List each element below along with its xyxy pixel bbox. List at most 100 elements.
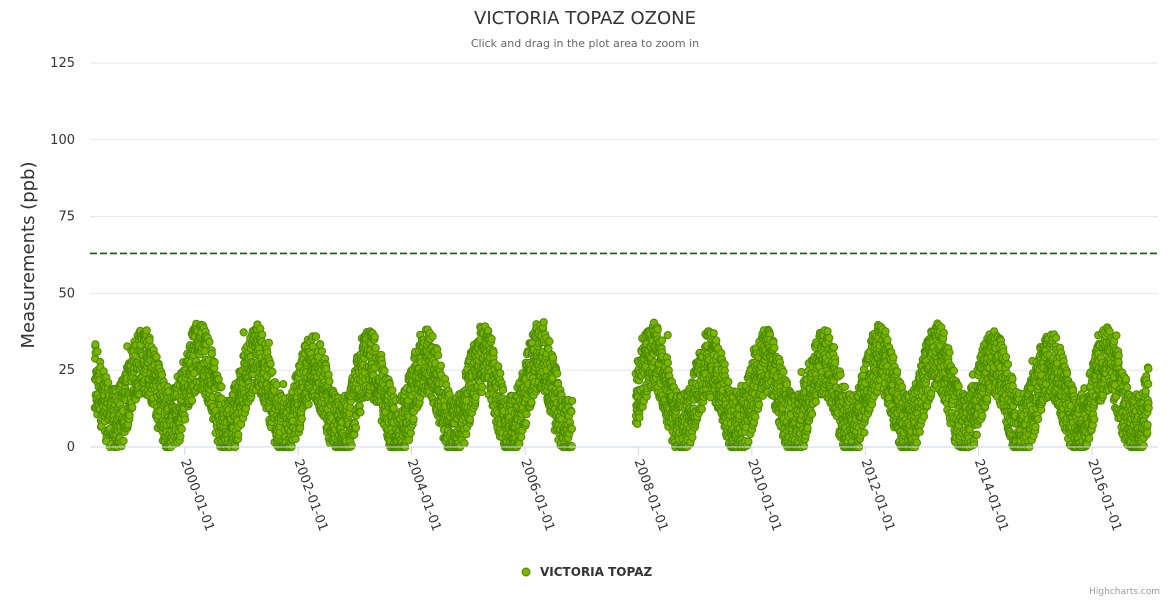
data-point[interactable] [487,334,496,343]
series-victoria-topaz[interactable] [90,318,1153,452]
data-point[interactable] [831,358,840,367]
data-point[interactable] [912,438,922,447]
data-point[interactable] [663,358,673,367]
data-point[interactable] [568,396,577,405]
data-point[interactable] [370,332,379,341]
data-point[interactable] [567,407,576,416]
data-point[interactable] [915,427,924,436]
data-point[interactable] [498,385,508,395]
data-point[interactable] [462,430,471,439]
data-point[interactable] [515,439,524,448]
data-point[interactable] [324,370,333,379]
data-point[interactable] [380,366,389,375]
data-point[interactable] [200,347,209,356]
data-point[interactable] [347,441,356,450]
data-point[interactable] [496,369,505,378]
data-point[interactable] [688,433,697,442]
data-point[interactable] [657,336,667,345]
data-point[interactable] [258,330,267,339]
data-point[interactable] [724,377,733,386]
data-point[interactable] [388,386,397,395]
data-point[interactable] [478,382,487,391]
data-point[interactable] [635,413,644,422]
data-point[interactable] [889,353,898,362]
data-point[interactable] [234,430,243,439]
data-point[interactable] [754,400,764,409]
data-point[interactable] [744,437,753,446]
data-point[interactable] [883,335,892,344]
data-point[interactable] [808,409,817,418]
data-point[interactable] [811,397,820,406]
data-point[interactable] [389,404,398,413]
data-point[interactable] [539,318,548,327]
data-point[interactable] [881,327,890,336]
data-point[interactable] [489,348,498,357]
data-point[interactable] [825,333,834,342]
data-point[interactable] [157,370,167,379]
data-point[interactable] [549,353,558,362]
data-point[interactable] [210,358,219,367]
data-point[interactable] [317,347,327,356]
data-point[interactable] [829,343,839,352]
data-point[interactable] [404,436,414,445]
data-point[interactable] [517,432,526,442]
data-point[interactable] [177,424,186,434]
data-point[interactable] [712,336,721,345]
data-point[interactable] [697,405,707,414]
data-point[interactable] [371,343,380,353]
data-point[interactable] [434,351,443,360]
data-point[interactable] [304,400,313,409]
data-point[interactable] [142,326,151,335]
data-point[interactable] [152,352,161,361]
data-point[interactable] [128,403,137,412]
data-point[interactable] [653,325,662,334]
data-point[interactable] [567,424,577,433]
data-point[interactable] [521,419,531,428]
data-point[interactable] [145,336,154,345]
data-point[interactable] [297,414,306,423]
data-point[interactable] [207,349,216,358]
data-point[interactable] [893,367,902,376]
data-point[interactable] [356,408,365,417]
data-point[interactable] [567,442,576,451]
data-point[interactable] [840,382,850,391]
data-point[interactable] [436,361,445,370]
data-point[interactable] [545,337,554,346]
data-point[interactable] [325,377,334,386]
data-point[interactable] [779,367,788,376]
data-point[interactable] [919,412,929,421]
data-point[interactable] [751,412,760,421]
data-point[interactable] [553,369,562,378]
data-point[interactable] [460,439,469,448]
data-point[interactable] [91,340,100,349]
data-point[interactable] [264,338,273,347]
data-point[interactable] [527,398,536,407]
data-point[interactable] [799,442,809,451]
data-point[interactable] [803,424,812,433]
data-point[interactable] [241,404,251,413]
data-point[interactable] [180,415,190,424]
data-point[interactable] [860,428,869,437]
data-point[interactable] [316,340,325,349]
data-point[interactable] [770,343,779,352]
data-point[interactable] [709,329,718,338]
data-point[interactable] [205,337,214,346]
data-point[interactable] [93,347,102,356]
data-point[interactable] [312,332,321,341]
data-point[interactable] [217,382,226,391]
data-point[interactable] [823,327,832,336]
data-point[interactable] [836,370,845,379]
data-point[interactable] [663,331,672,340]
data-point[interactable] [239,328,248,337]
data-point[interactable] [176,432,185,441]
data-point[interactable] [119,436,128,445]
data-point[interactable] [104,378,113,387]
data-point[interactable] [266,359,275,368]
data-point[interactable] [428,332,437,341]
data-point[interactable] [471,392,480,401]
data-point[interactable] [797,367,806,377]
data-point[interactable] [279,380,288,389]
data-point[interactable] [409,415,418,424]
